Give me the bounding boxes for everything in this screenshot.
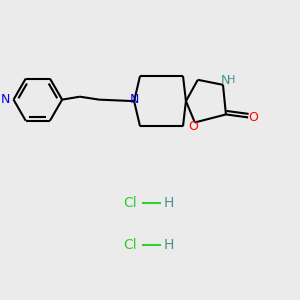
Text: O: O	[249, 111, 258, 124]
Text: N: N	[221, 74, 230, 87]
Text: O: O	[188, 120, 198, 134]
Text: N: N	[129, 93, 139, 106]
Text: H: H	[164, 196, 174, 210]
Text: H: H	[227, 75, 236, 85]
Text: N: N	[1, 93, 10, 106]
Text: H: H	[164, 238, 174, 252]
Text: Cl: Cl	[124, 238, 137, 252]
Text: Cl: Cl	[124, 196, 137, 210]
